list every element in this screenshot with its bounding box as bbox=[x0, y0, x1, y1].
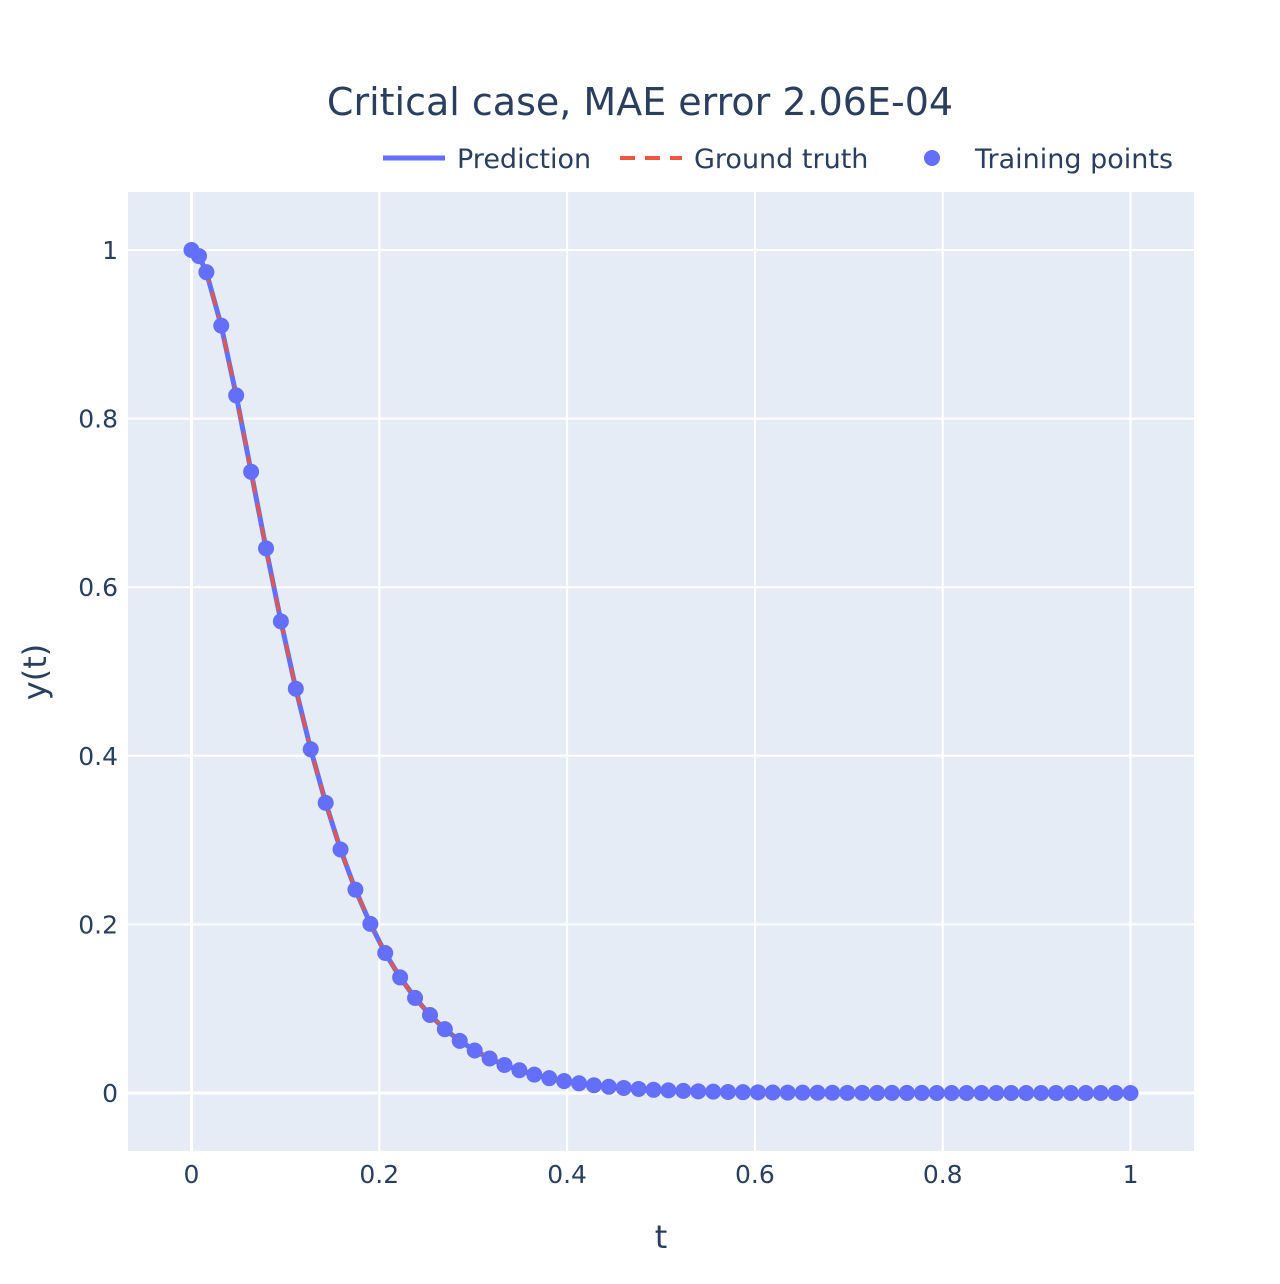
training-point bbox=[720, 1083, 737, 1100]
training-point bbox=[436, 1021, 453, 1038]
training-point bbox=[988, 1085, 1005, 1102]
training-point bbox=[1077, 1085, 1094, 1102]
y-tick-label: 1 bbox=[102, 236, 118, 265]
x-tick-label: 0 bbox=[184, 1160, 200, 1189]
training-point bbox=[1018, 1085, 1035, 1102]
y-tick-label: 0 bbox=[102, 1079, 118, 1108]
training-point bbox=[392, 969, 409, 986]
training-point bbox=[362, 915, 379, 932]
legend-item-ground-truth[interactable]: Ground truth bbox=[620, 144, 868, 175]
training-point bbox=[332, 841, 349, 858]
training-point bbox=[958, 1085, 975, 1102]
training-point bbox=[943, 1085, 960, 1102]
y-tick-label: 0.4 bbox=[78, 742, 118, 771]
y-tick-label: 0.6 bbox=[78, 573, 118, 602]
training-point bbox=[973, 1085, 990, 1102]
training-point bbox=[660, 1082, 677, 1099]
x-tick-label: 0.8 bbox=[923, 1160, 963, 1189]
training-point bbox=[1047, 1085, 1064, 1102]
y-tick-labels: 0 0.2 0.4 0.6 0.8 1 bbox=[78, 236, 118, 1108]
training-point bbox=[764, 1084, 781, 1101]
training-point bbox=[1062, 1085, 1079, 1102]
training-point bbox=[481, 1050, 498, 1067]
training-point bbox=[496, 1057, 513, 1074]
training-point bbox=[571, 1075, 588, 1092]
training-point bbox=[705, 1083, 722, 1100]
training-point bbox=[675, 1082, 692, 1099]
training-point bbox=[243, 463, 260, 480]
training-point bbox=[928, 1085, 945, 1102]
training-point bbox=[511, 1062, 528, 1079]
training-point bbox=[272, 613, 289, 630]
x-axis-title: t bbox=[655, 1218, 668, 1256]
training-point bbox=[869, 1084, 886, 1101]
training-point bbox=[526, 1066, 543, 1083]
legend-prediction-label: Prediction bbox=[457, 144, 591, 175]
training-point bbox=[198, 264, 215, 281]
legend-training-label: Training points bbox=[974, 144, 1173, 175]
training-point bbox=[749, 1084, 766, 1101]
training-point bbox=[466, 1042, 483, 1059]
training-point bbox=[1033, 1085, 1050, 1102]
training-point bbox=[600, 1078, 617, 1095]
training-point bbox=[734, 1084, 751, 1101]
training-point bbox=[407, 989, 424, 1006]
x-tick-label: 0.4 bbox=[547, 1160, 587, 1189]
training-point bbox=[1107, 1085, 1124, 1102]
training-point bbox=[421, 1007, 438, 1024]
y-tick-label: 0.2 bbox=[78, 910, 118, 939]
training-point bbox=[824, 1084, 841, 1101]
chart-title: Critical case, MAE error 2.06E-04 bbox=[327, 80, 953, 124]
x-tick-label: 0.6 bbox=[735, 1160, 775, 1189]
training-point bbox=[556, 1073, 573, 1090]
legend-item-training-points[interactable]: Training points bbox=[924, 144, 1173, 175]
training-point bbox=[809, 1084, 826, 1101]
y-tick-label: 0.8 bbox=[78, 405, 118, 434]
legend-training-swatch bbox=[924, 150, 940, 166]
training-point bbox=[615, 1079, 632, 1096]
training-point bbox=[1003, 1085, 1020, 1102]
training-point bbox=[190, 248, 207, 265]
training-point bbox=[213, 317, 230, 334]
plot-background bbox=[128, 192, 1194, 1151]
x-tick-label: 0.2 bbox=[359, 1160, 399, 1189]
training-point bbox=[317, 794, 334, 811]
training-point bbox=[347, 881, 364, 898]
training-point bbox=[287, 680, 304, 697]
gridlines bbox=[128, 192, 1194, 1151]
training-point bbox=[451, 1032, 468, 1049]
x-tick-label: 1 bbox=[1123, 1160, 1139, 1189]
training-point bbox=[690, 1083, 707, 1100]
training-point bbox=[585, 1077, 602, 1094]
plot-marks bbox=[183, 241, 1139, 1102]
legend-item-prediction[interactable]: Prediction bbox=[383, 144, 591, 175]
training-point bbox=[541, 1070, 558, 1087]
training-point bbox=[794, 1084, 811, 1101]
training-point bbox=[377, 944, 394, 961]
training-point bbox=[839, 1084, 856, 1101]
training-point bbox=[630, 1080, 647, 1097]
training-point bbox=[779, 1084, 796, 1101]
x-tick-labels: 0 0.2 0.4 0.6 0.8 1 bbox=[184, 1160, 1139, 1189]
y-axis-title: y(t) bbox=[16, 644, 54, 700]
legend: Prediction Ground truth Training points bbox=[383, 144, 1173, 175]
training-point bbox=[1092, 1085, 1109, 1102]
training-point bbox=[258, 540, 275, 557]
training-point bbox=[884, 1084, 901, 1101]
training-point bbox=[1122, 1085, 1139, 1102]
training-point bbox=[302, 741, 319, 758]
training-point bbox=[854, 1084, 871, 1101]
training-point bbox=[913, 1084, 930, 1101]
legend-ground-truth-label: Ground truth bbox=[694, 144, 868, 175]
training-point bbox=[645, 1081, 662, 1098]
training-point bbox=[228, 387, 245, 404]
training-point bbox=[898, 1084, 915, 1101]
